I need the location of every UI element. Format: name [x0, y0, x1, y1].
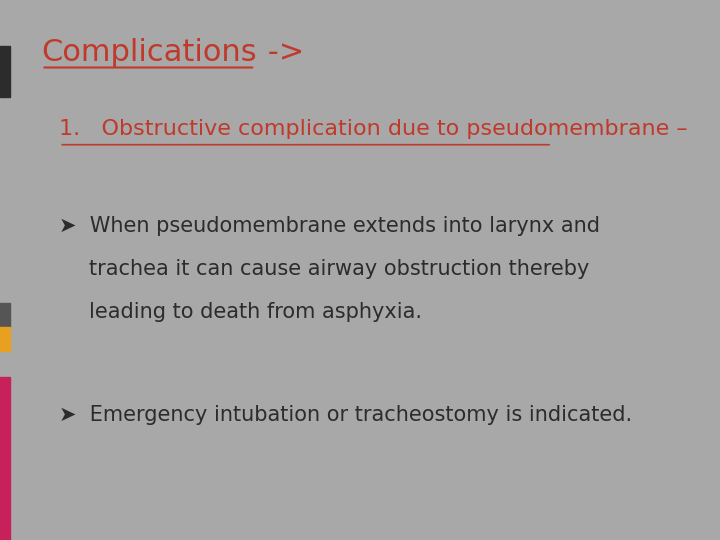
Bar — [0, 327, 10, 352]
Bar — [0, 377, 10, 540]
Text: ➤  Emergency intubation or tracheostomy is indicated.: ➤ Emergency intubation or tracheostomy i… — [59, 405, 632, 425]
Bar — [0, 46, 10, 97]
Text: trachea it can cause airway obstruction thereby: trachea it can cause airway obstruction … — [89, 259, 590, 279]
Text: ➤  When pseudomembrane extends into larynx and: ➤ When pseudomembrane extends into laryn… — [59, 216, 600, 236]
Text: Complications: Complications — [42, 38, 257, 67]
Text: leading to death from asphyxia.: leading to death from asphyxia. — [89, 302, 422, 322]
Text: ->: -> — [258, 38, 305, 67]
Bar — [0, 302, 10, 327]
Text: 1.   Obstructive complication due to pseudomembrane –: 1. Obstructive complication due to pseud… — [59, 119, 688, 139]
